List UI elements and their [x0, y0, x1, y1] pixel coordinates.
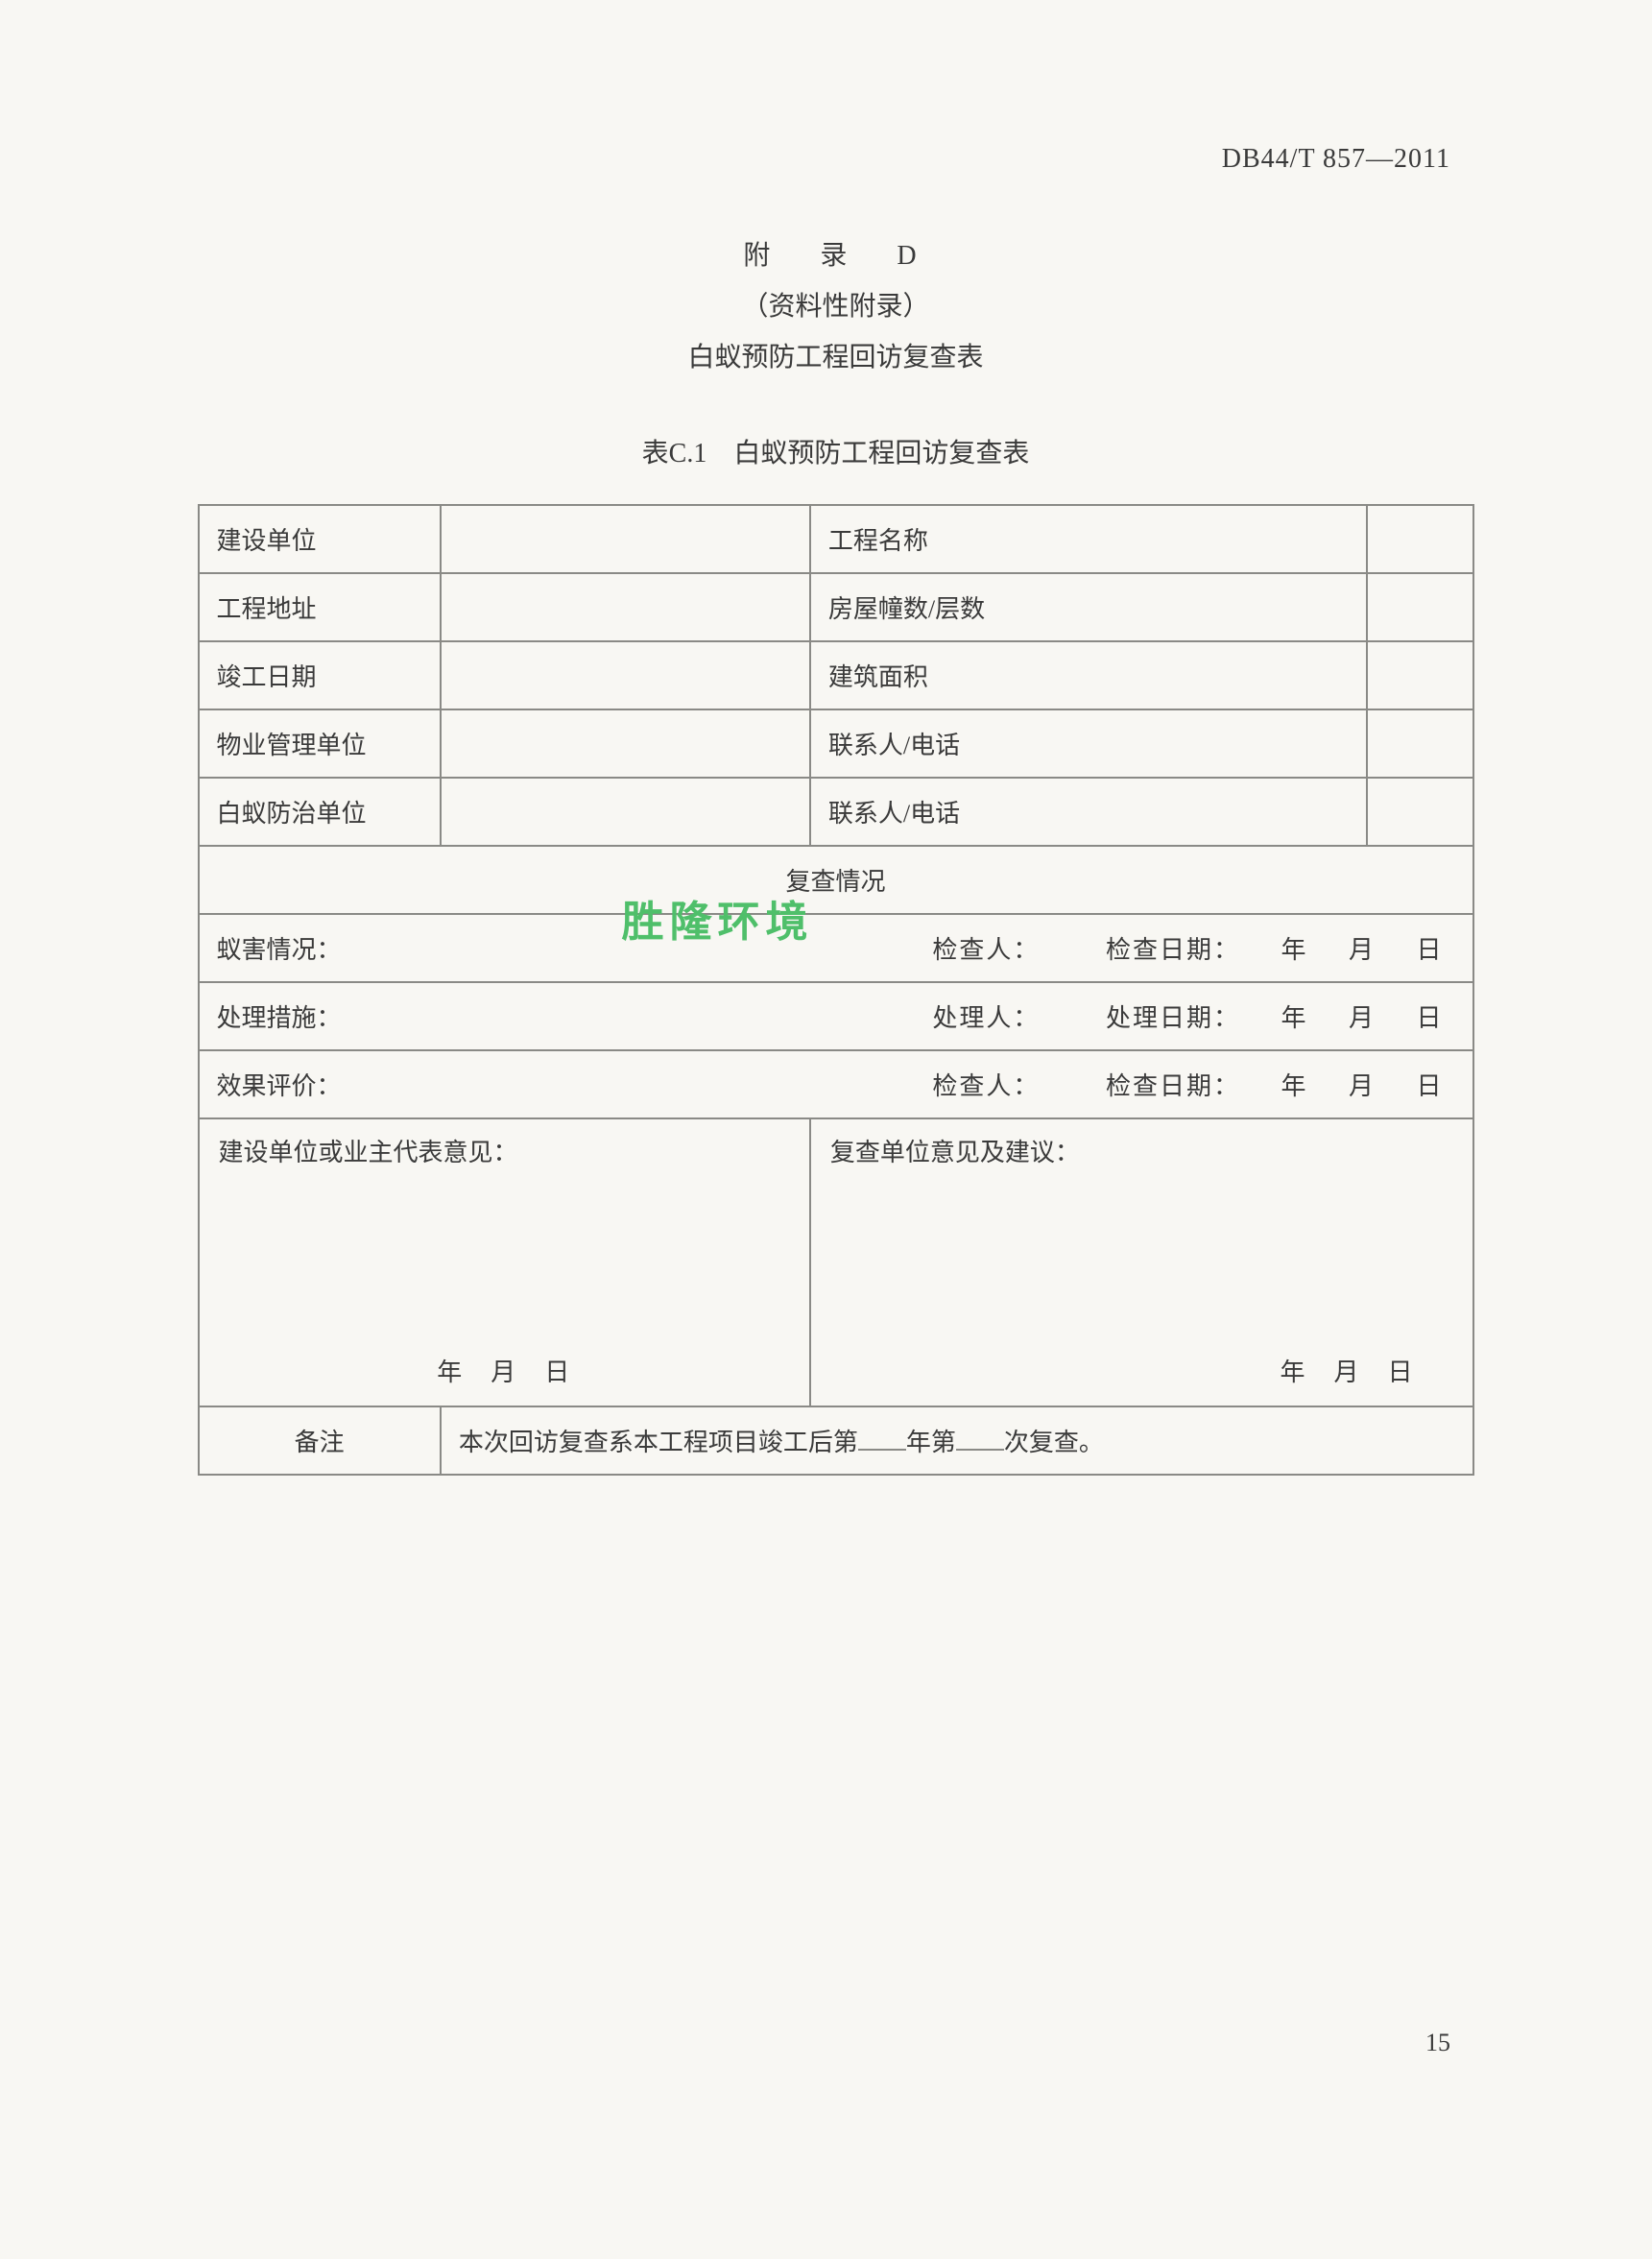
table-caption: 表C.1 白蚁预防工程回访复查表: [192, 432, 1479, 470]
field-value: [1367, 709, 1472, 778]
field-label: 工程地址: [199, 573, 441, 641]
month-unit: 月: [1349, 936, 1376, 964]
appendix-type: （资料性附录）: [192, 281, 1479, 332]
day-unit: 日: [1416, 1072, 1443, 1100]
table-row: 白蚁防治单位 联系人/电话: [199, 778, 1473, 846]
table-row: 效果评价： 检查人： 检查日期： 年 月 日: [199, 1050, 1473, 1118]
inspector-label: 检查人：: [932, 1072, 1040, 1100]
table-row: 物业管理单位 联系人/电话: [199, 709, 1473, 778]
field-value: [1367, 573, 1472, 641]
table-row: 竣工日期 建筑面积: [199, 641, 1473, 709]
effect-evaluation-cell: 效果评价： 检查人： 检查日期： 年 月 日: [199, 1050, 1473, 1118]
inspect-date-label: 检查日期：: [1106, 936, 1240, 964]
signature-line: 处理人： 处理日期： 年 月 日: [932, 998, 1443, 1034]
year-unit: 年: [1281, 1004, 1307, 1032]
field-label: 房屋幢数/层数: [810, 573, 1367, 641]
remark-text-c: 次复查。: [1004, 1429, 1104, 1456]
document-header: 附 录 D （资料性附录） 白蚁预防工程回访复查表: [192, 230, 1479, 384]
document-title: 白蚁预防工程回访复查表: [192, 332, 1479, 383]
field-label: 建设单位: [199, 505, 441, 573]
block-label: 复查单位意见及建议：: [830, 1139, 1080, 1166]
day-unit: 日: [1416, 1004, 1443, 1032]
review-form-table: 建设单位 工程名称 工程地址 房屋幢数/层数 竣工日期 建筑面积 物业管理单位 …: [198, 504, 1474, 1476]
day-unit: 日: [1416, 936, 1443, 964]
watermark-text: 胜隆环境: [622, 887, 814, 949]
pest-situation-cell: 蚁害情况： 胜隆环境 检查人： 检查日期： 年 月 日: [199, 914, 1473, 982]
field-label: 工程名称: [810, 505, 1367, 573]
field-label: 竣工日期: [199, 641, 441, 709]
field-value: [1367, 505, 1472, 573]
field-value: [1367, 778, 1472, 846]
table-row: 建设单位或业主代表意见： 年 月 日 复查单位意见及建议： 年 月 日: [199, 1118, 1473, 1406]
appendix-label: 附 录 D: [192, 230, 1479, 281]
remark-label: 备注: [199, 1406, 441, 1475]
owner-opinion-cell: 建设单位或业主代表意见： 年 月 日: [199, 1118, 810, 1406]
field-label: 物业管理单位: [199, 709, 441, 778]
remark-text-a: 本次回访复查系本工程项目竣工后第: [459, 1429, 858, 1456]
field-label: 联系人/电话: [810, 778, 1367, 846]
inspect-date-label: 检查日期：: [1106, 1072, 1240, 1100]
table-row: 复查情况: [199, 846, 1473, 914]
field-label: 建筑面积: [810, 641, 1367, 709]
signature-line: 检查人： 检查日期： 年 月 日: [932, 1067, 1443, 1102]
table-row: 备注 本次回访复查系本工程项目竣工后第 年第 次复查。: [199, 1406, 1473, 1475]
field-value: [441, 778, 810, 846]
field-value: [1367, 641, 1472, 709]
inspector-label: 检查人：: [932, 936, 1040, 964]
field-value: [441, 573, 810, 641]
signature-line: 检查人： 检查日期： 年 月 日: [932, 930, 1443, 966]
handle-date-label: 处理日期：: [1106, 1004, 1240, 1032]
page-number: 15: [1425, 2029, 1450, 2057]
field-label: 白蚁防治单位: [199, 778, 441, 846]
field-value: [441, 641, 810, 709]
document-page: DB44/T 857—2011 附 录 D （资料性附录） 白蚁预防工程回访复查…: [0, 0, 1652, 2259]
section-header: 复查情况: [199, 846, 1473, 914]
field-value: [441, 709, 810, 778]
treatment-measures-cell: 处理措施： 处理人： 处理日期： 年 月 日: [199, 982, 1473, 1050]
remark-text-b: 年第: [906, 1429, 956, 1456]
date-placeholder: 年 月 日: [437, 1353, 571, 1388]
year-unit: 年: [1281, 936, 1307, 964]
field-label: 联系人/电话: [810, 709, 1367, 778]
month-unit: 月: [1349, 1004, 1376, 1032]
table-row: 建设单位 工程名称: [199, 505, 1473, 573]
date-placeholder: 年 月 日: [1280, 1353, 1414, 1388]
review-unit-opinion-cell: 复查单位意见及建议： 年 月 日: [810, 1118, 1473, 1406]
field-value: [441, 505, 810, 573]
table-row: 工程地址 房屋幢数/层数: [199, 573, 1473, 641]
remark-text-cell: 本次回访复查系本工程项目竣工后第 年第 次复查。: [441, 1406, 1473, 1475]
handler-label: 处理人：: [932, 1004, 1040, 1032]
block-label: 建设单位或业主代表意见：: [219, 1139, 518, 1166]
standard-code: DB44/T 857—2011: [1222, 144, 1450, 175]
table-row: 蚁害情况： 胜隆环境 检查人： 检查日期： 年 月 日: [199, 914, 1473, 982]
table-row: 处理措施： 处理人： 处理日期： 年 月 日: [199, 982, 1473, 1050]
month-unit: 月: [1349, 1072, 1376, 1100]
year-unit: 年: [1281, 1072, 1307, 1100]
